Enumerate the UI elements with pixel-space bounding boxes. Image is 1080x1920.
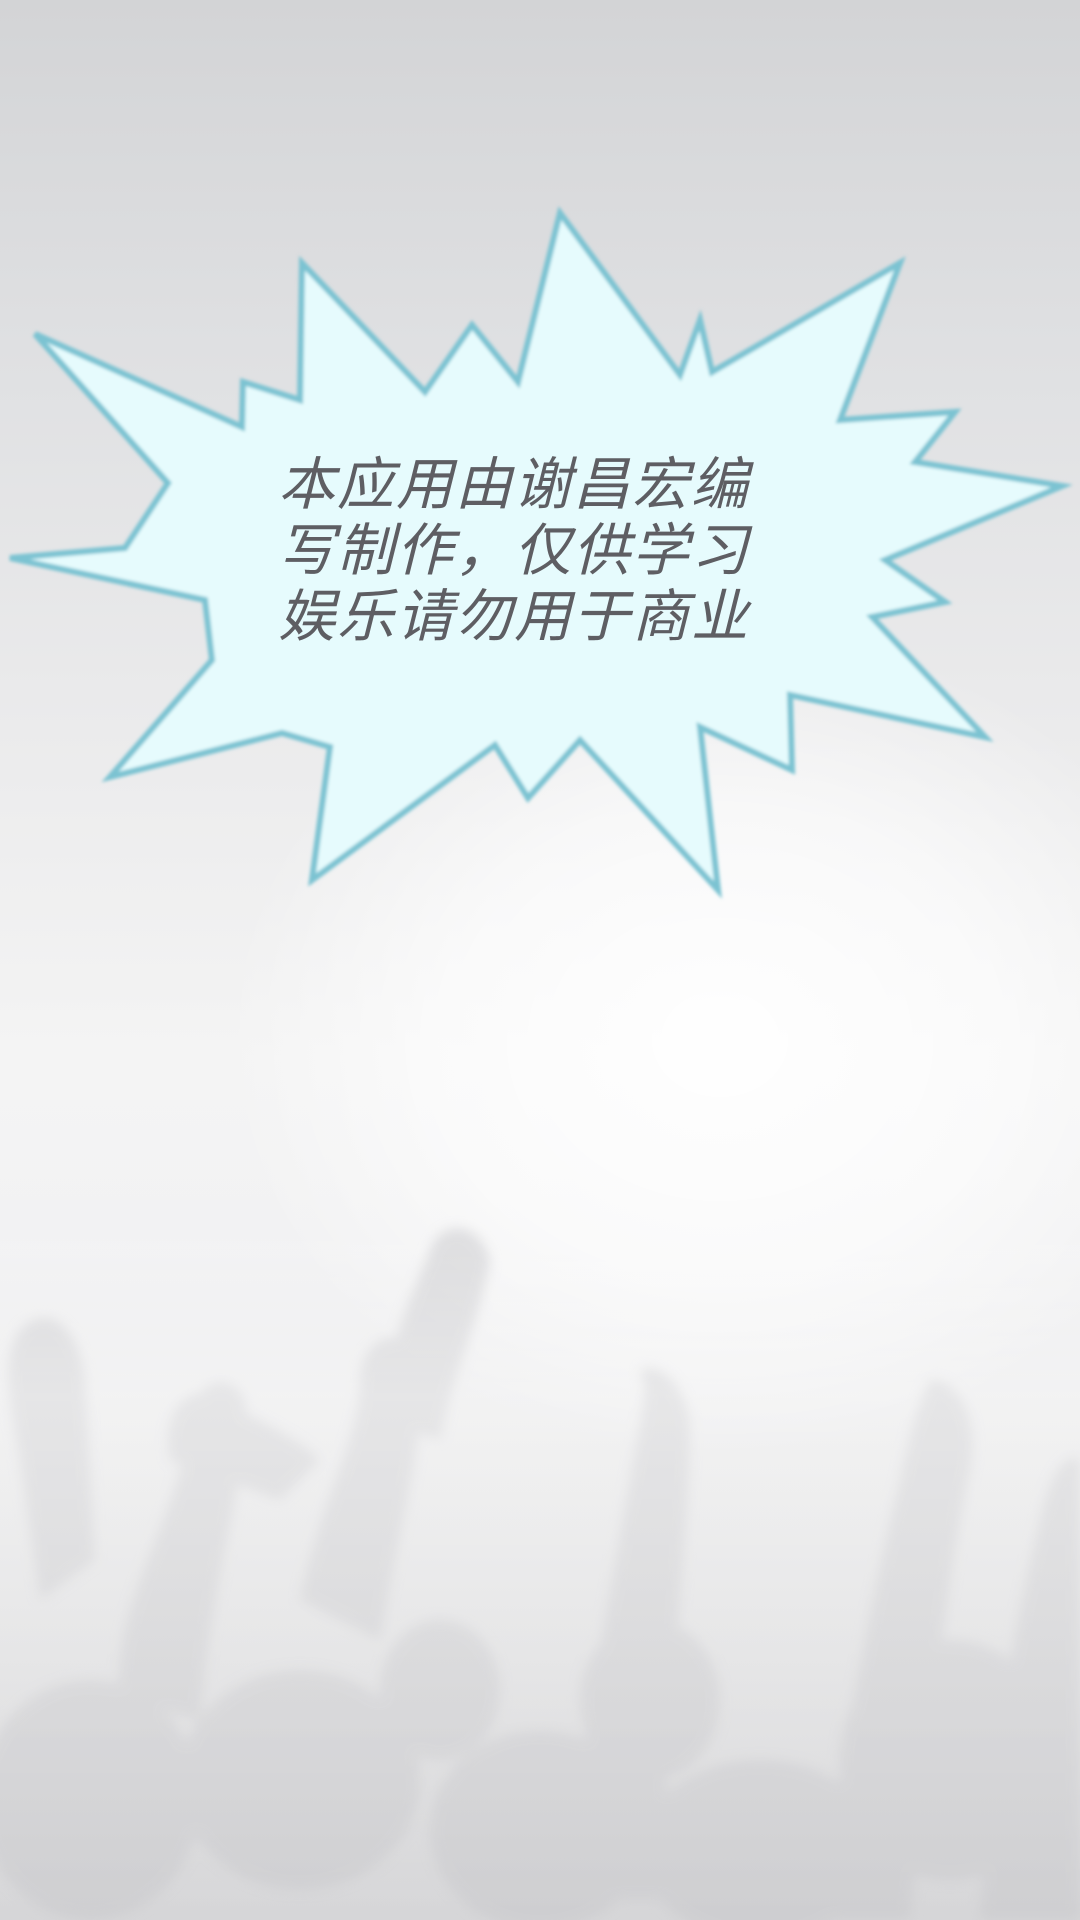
disclaimer-line: 写制作，仅供学习 [278,518,750,584]
disclaimer-line: 娱乐请勿用于商业 [278,584,750,650]
disclaimer-line: 本应用由谢昌宏编 [278,452,750,518]
starburst-shape [9,206,1073,899]
disclaimer-text: 本应用由谢昌宏编 写制作，仅供学习 娱乐请勿用于商业 [278,452,818,650]
